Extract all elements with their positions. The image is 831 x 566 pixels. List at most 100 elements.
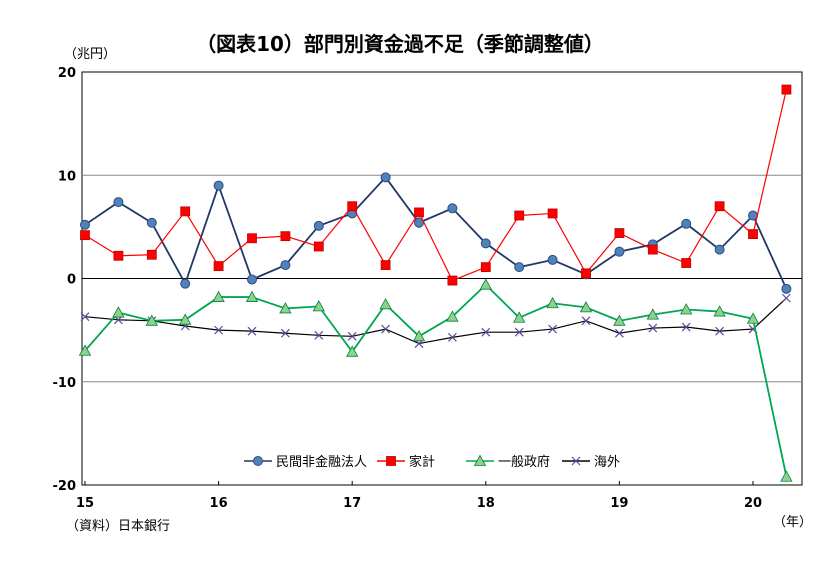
data-point <box>571 456 581 466</box>
y-tick-label: -20 <box>53 479 77 494</box>
data-point <box>280 260 291 271</box>
data-point <box>212 290 225 302</box>
legend-item: 海外 <box>562 455 620 470</box>
data-point <box>213 261 224 272</box>
data-point <box>447 203 458 214</box>
data-point <box>78 344 92 356</box>
data-point <box>681 258 692 268</box>
legend-label: 民間非金融法人 <box>276 454 367 470</box>
series-1 <box>80 84 792 286</box>
data-point <box>680 303 693 315</box>
data-point <box>647 244 658 255</box>
data-point <box>412 329 426 342</box>
data-point <box>279 302 292 314</box>
y-axis-ticks: 20 10 0 -10 -20 <box>53 66 77 494</box>
data-point <box>386 456 396 466</box>
y-tick-label: 0 <box>67 273 76 288</box>
y-tick-label: -10 <box>53 376 77 391</box>
data-point <box>113 250 124 261</box>
x-tick-label: 20 <box>744 496 762 511</box>
x-tick-label: 19 <box>610 496 628 511</box>
data-point <box>781 293 791 303</box>
data-point <box>447 275 458 286</box>
data-point <box>381 324 391 334</box>
data-point <box>781 84 792 95</box>
x-tick-label: 17 <box>343 496 361 511</box>
data-point <box>280 328 290 338</box>
legend-item: 家計 <box>377 454 435 470</box>
chart-title: （図表10）部門別資金過不足（季節調整値） <box>196 32 604 56</box>
data-point <box>748 229 758 240</box>
data-point <box>179 313 192 325</box>
series-layer <box>78 84 793 482</box>
data-point <box>247 326 257 336</box>
data-point <box>514 210 525 221</box>
data-point <box>548 324 558 334</box>
data-point <box>613 314 626 326</box>
legend-label: 家計 <box>409 454 435 470</box>
legend: 民間非金融法人 家計 一般政府 海外 <box>244 454 620 470</box>
y-tick-label: 10 <box>58 169 76 184</box>
data-point <box>780 470 793 482</box>
data-point <box>347 201 358 212</box>
data-point <box>180 278 191 289</box>
data-point <box>346 345 359 357</box>
legend-label: 海外 <box>594 455 620 470</box>
data-point <box>213 180 224 191</box>
legend-label: 一般政府 <box>498 454 550 470</box>
data-point <box>579 301 593 313</box>
source-note: （資料）日本銀行 <box>66 519 170 534</box>
data-point <box>80 219 90 230</box>
data-point <box>547 254 558 265</box>
data-point <box>480 238 491 249</box>
series-line <box>84 175 788 290</box>
y-unit-label: （兆円） <box>64 47 116 62</box>
data-point <box>379 297 392 310</box>
series-line <box>84 297 787 345</box>
data-point <box>112 306 125 318</box>
data-point <box>681 218 692 229</box>
data-point <box>781 283 792 294</box>
data-point <box>280 231 291 242</box>
data-point <box>714 244 725 255</box>
series-line <box>84 283 788 477</box>
data-point <box>713 305 726 317</box>
series-2 <box>78 278 793 482</box>
data-point <box>514 262 525 273</box>
data-point <box>681 322 691 332</box>
data-point <box>547 208 558 219</box>
grid-lines <box>82 174 802 383</box>
data-point <box>312 300 325 312</box>
data-point <box>614 328 624 338</box>
data-point <box>253 456 263 466</box>
data-point <box>513 311 526 323</box>
data-point <box>473 454 487 466</box>
data-point <box>80 230 90 241</box>
data-point <box>581 316 591 326</box>
data-point <box>180 206 191 217</box>
data-point <box>414 207 424 218</box>
data-point <box>145 314 158 326</box>
legend-item: 一般政府 <box>466 454 550 470</box>
data-point <box>646 308 659 320</box>
data-point <box>481 327 491 337</box>
data-point <box>247 233 257 244</box>
data-point <box>347 331 357 341</box>
x-tick-label: 18 <box>477 496 495 511</box>
data-point <box>245 290 259 302</box>
data-point <box>313 241 324 252</box>
data-point <box>546 296 559 309</box>
legend-item: 民間非金融法人 <box>244 454 367 470</box>
y-tick-label: 20 <box>58 66 76 81</box>
data-point <box>714 201 725 212</box>
data-point <box>447 332 457 342</box>
data-point <box>446 310 459 322</box>
data-point <box>247 274 257 285</box>
data-point <box>113 197 124 208</box>
x-tick-label: 15 <box>76 496 94 511</box>
data-point <box>648 323 658 333</box>
x-unit-label: （年） <box>773 515 812 530</box>
data-point <box>313 220 324 231</box>
data-point <box>80 312 90 322</box>
